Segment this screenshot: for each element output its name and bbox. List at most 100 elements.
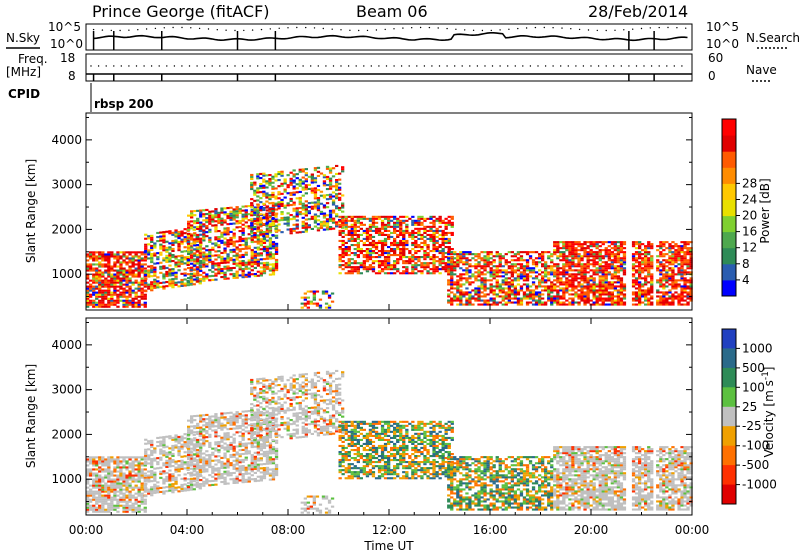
power-cell <box>241 209 245 212</box>
power-cell <box>465 267 469 270</box>
power-cell <box>122 267 126 270</box>
power-cell <box>565 291 569 294</box>
power-cell <box>125 283 129 286</box>
power-cell <box>686 249 690 252</box>
velocity-cell <box>119 474 123 477</box>
power-cell <box>638 257 642 260</box>
power-cell <box>235 240 239 243</box>
power-cell <box>313 195 318 198</box>
power-cell <box>574 247 578 250</box>
power-cell <box>462 273 466 276</box>
power-cell <box>680 269 684 272</box>
power-cell <box>438 244 442 247</box>
power-cell <box>220 272 224 275</box>
power-cell <box>402 233 406 236</box>
power-cell <box>180 242 184 245</box>
power-cell <box>280 182 284 185</box>
power-cell <box>277 173 281 176</box>
power-cell <box>638 265 642 268</box>
power-cell <box>438 250 442 253</box>
power-cell <box>444 266 448 269</box>
power-cell <box>519 267 524 270</box>
power-cell <box>137 255 141 258</box>
power-cell <box>190 272 194 275</box>
power-cell <box>647 291 651 294</box>
power-cell <box>399 223 403 226</box>
power-cell <box>226 257 230 260</box>
velocity-cell <box>116 482 120 485</box>
power-cell <box>668 289 672 292</box>
power-cell <box>162 265 166 268</box>
velocity-cell <box>116 500 120 503</box>
power-cell <box>262 270 267 273</box>
power-cell <box>168 258 172 261</box>
velocity-cell <box>143 498 147 501</box>
power-cell <box>214 228 218 231</box>
power-cell <box>368 237 373 240</box>
velocity-cell <box>95 500 99 503</box>
power-cell <box>232 210 236 213</box>
power-cell <box>486 257 490 260</box>
power-cell <box>450 269 454 272</box>
power-cell <box>137 301 141 304</box>
power-cell <box>408 233 412 236</box>
velocity-cell <box>92 472 96 475</box>
power-cell <box>462 295 466 298</box>
power-cell <box>616 241 621 244</box>
power-cell <box>595 303 599 306</box>
power-cell <box>465 279 469 282</box>
power-cell <box>315 304 320 307</box>
velocity-cell <box>92 486 96 489</box>
power-cell <box>341 206 345 209</box>
power-cell <box>313 215 318 218</box>
power-cell <box>562 303 566 306</box>
power-cell <box>432 260 436 263</box>
power-cell <box>107 283 111 286</box>
velocity-cell <box>128 458 132 461</box>
power-cell <box>399 221 403 224</box>
power-cell <box>362 266 366 269</box>
power-cell <box>137 303 141 306</box>
power-cell <box>137 285 141 288</box>
power-cell <box>456 287 460 290</box>
power-cell <box>495 273 499 276</box>
power-cell <box>492 275 496 278</box>
power-cell <box>328 171 333 174</box>
power-cell <box>119 263 123 266</box>
velocity-cell <box>119 496 123 499</box>
nsky-left-tick-bottom: 10^0 <box>50 37 83 51</box>
power-cell <box>174 255 178 258</box>
power-cell <box>689 291 693 294</box>
power-cell <box>393 227 397 230</box>
power-cell <box>259 254 263 257</box>
power-cell <box>519 259 524 262</box>
power-cell <box>92 253 96 256</box>
power-cell <box>174 239 178 242</box>
power-cell <box>622 297 627 300</box>
power-cell <box>368 256 373 259</box>
power-cell <box>171 256 175 259</box>
power-cell <box>226 261 230 264</box>
velocity-cell <box>125 480 129 483</box>
velocity-cell <box>122 464 126 467</box>
power-cell <box>450 303 454 306</box>
power-cell <box>495 269 499 272</box>
power-cell <box>289 204 293 207</box>
power-cell <box>402 262 406 265</box>
power-cell <box>399 252 403 255</box>
power-cell <box>353 239 357 242</box>
power-cell <box>238 238 242 241</box>
velocity-cell <box>147 456 151 459</box>
power-cell <box>174 271 178 274</box>
power-cell <box>205 253 209 256</box>
power-cell <box>259 185 263 188</box>
power-cell <box>598 259 602 262</box>
power-cell <box>586 301 590 304</box>
power-cell <box>250 186 254 189</box>
nave-point <box>332 65 335 67</box>
power-cell <box>396 246 400 249</box>
power-cell <box>162 231 166 234</box>
power-cell <box>631 245 636 248</box>
power-cell <box>274 236 279 239</box>
power-cell <box>229 267 233 270</box>
